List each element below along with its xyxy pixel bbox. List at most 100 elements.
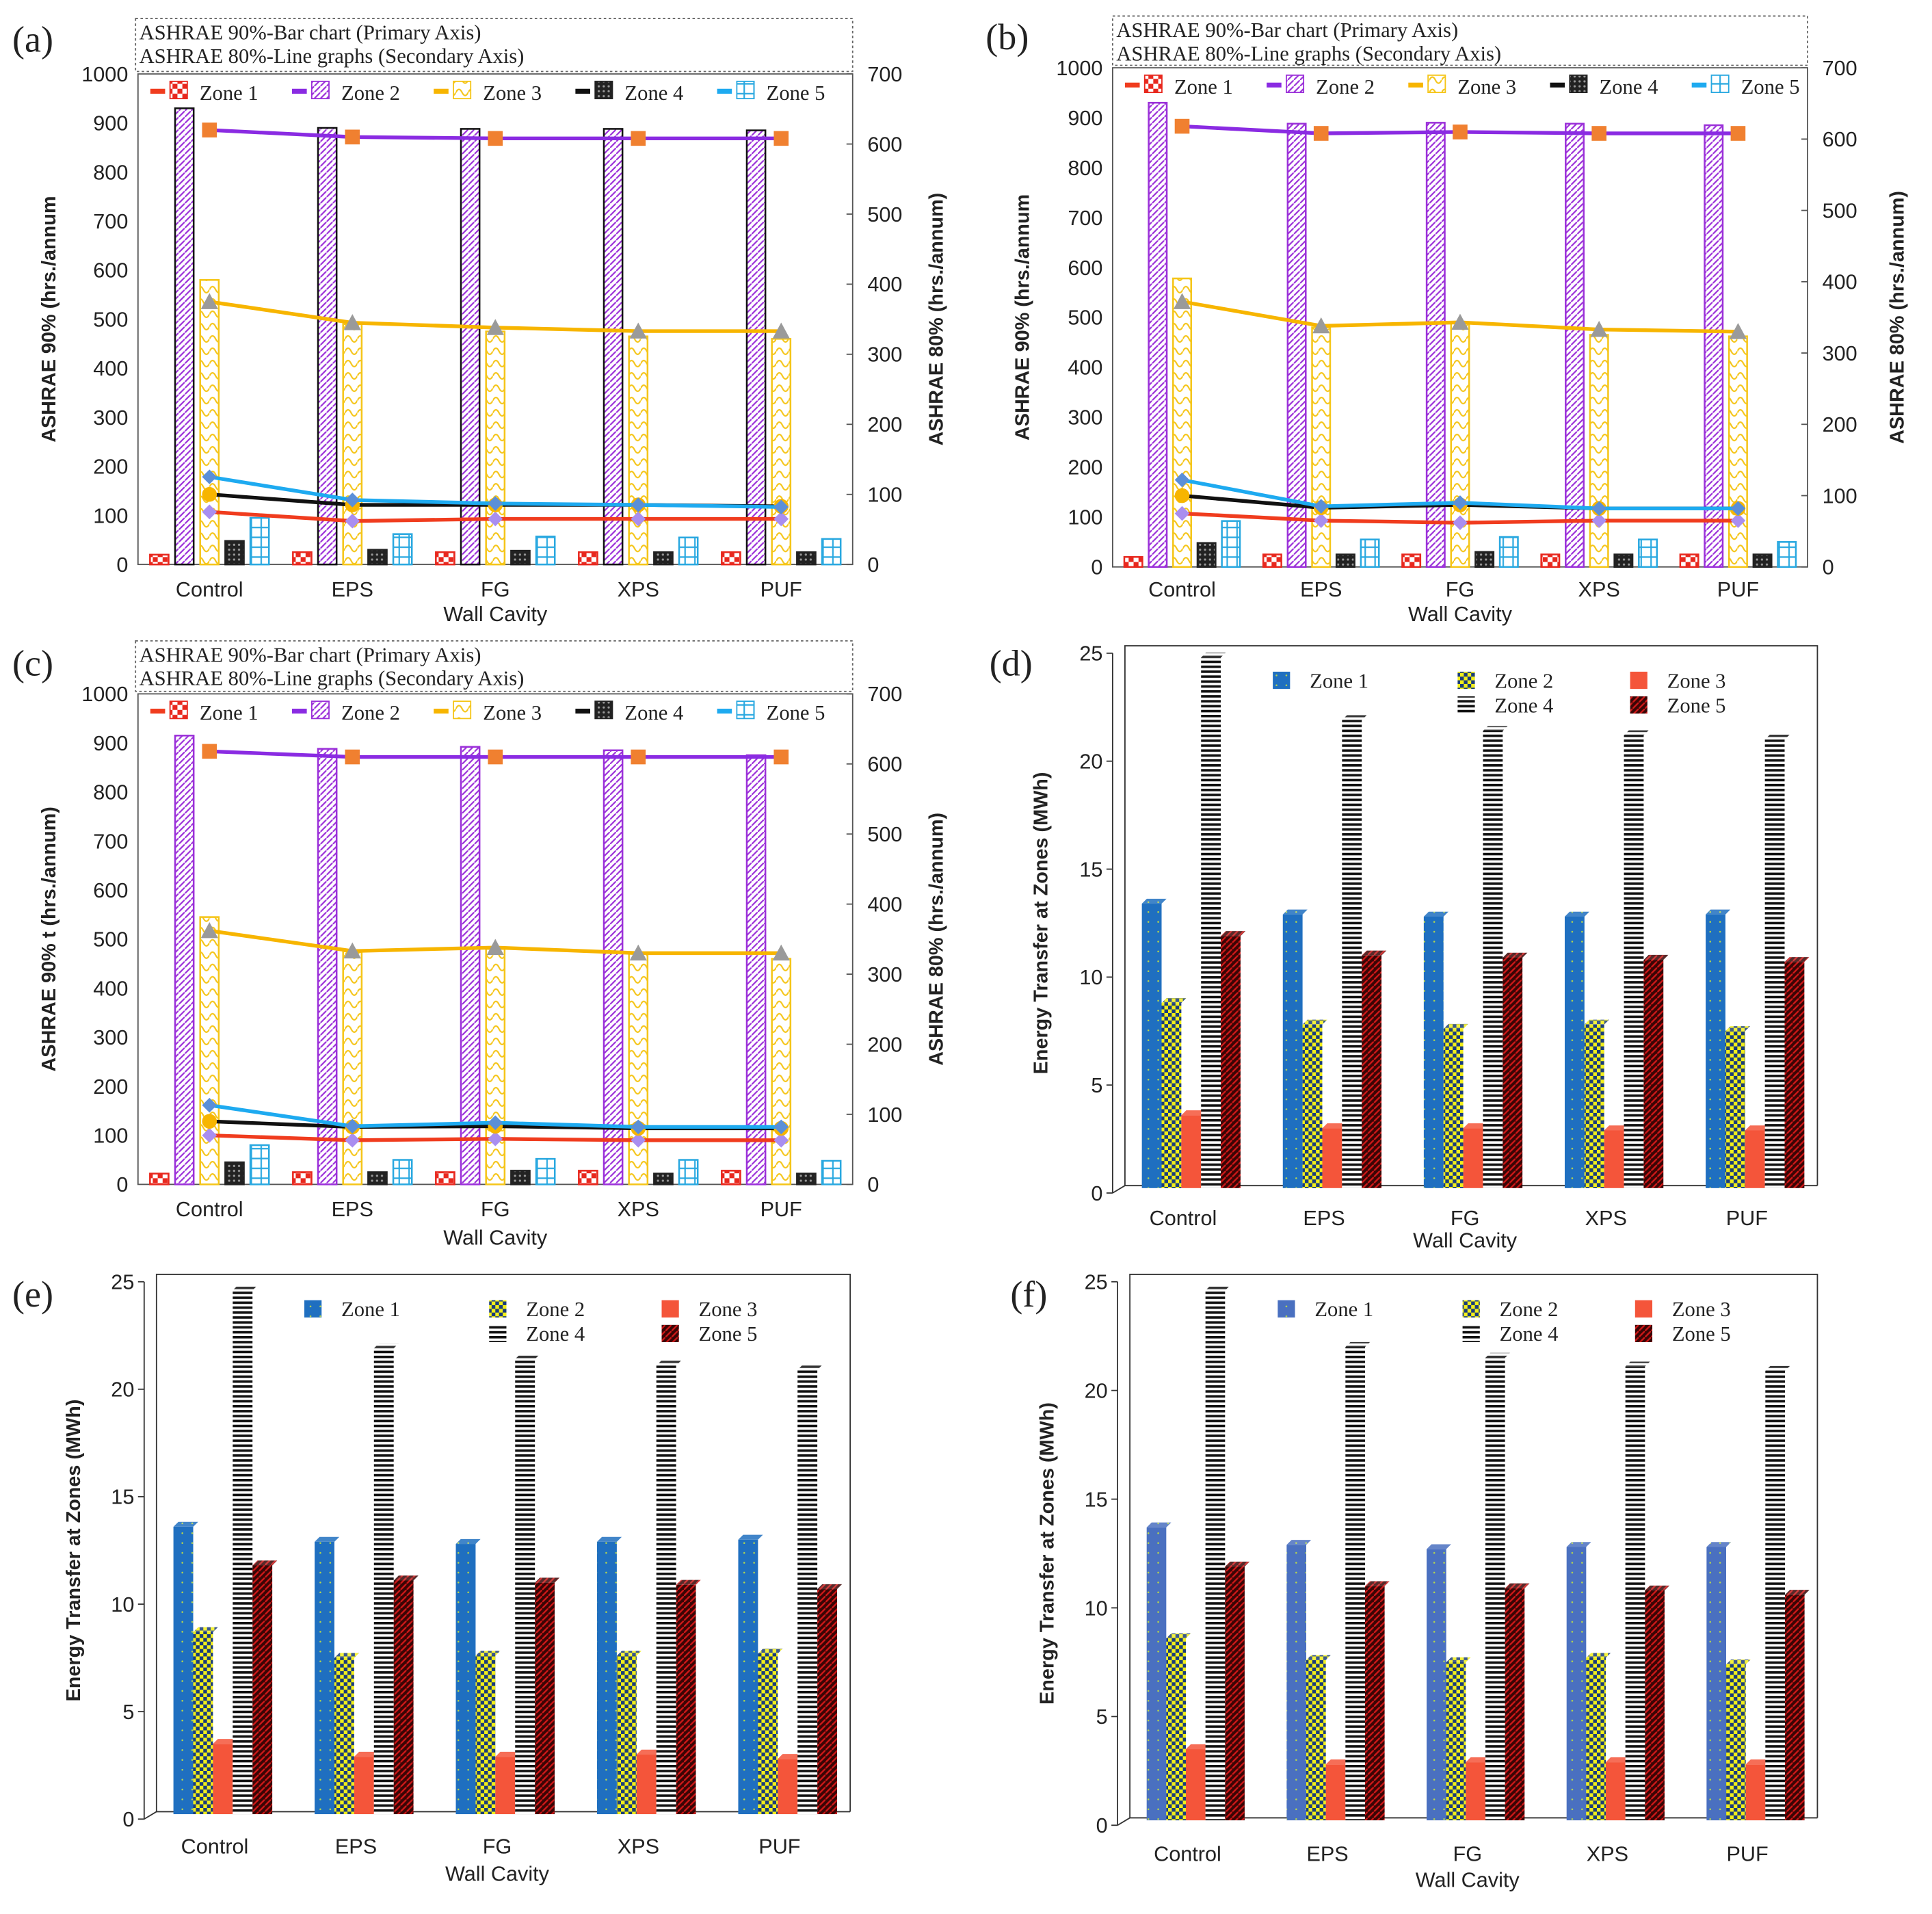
y-axis-title: ASHRAE 90% t (hrs./annum) bbox=[38, 807, 60, 1071]
bar-top-zone-2 bbox=[758, 1649, 783, 1654]
x-tick-label: XPS bbox=[1578, 578, 1620, 601]
marker-zone-1 bbox=[631, 511, 646, 527]
bar-zone-5 bbox=[535, 1157, 556, 1185]
legend-swatch bbox=[489, 1300, 507, 1317]
bar-zone-2 bbox=[174, 107, 195, 566]
y-tick-label: 15 bbox=[1079, 858, 1102, 881]
bar-zone-5 bbox=[393, 1580, 414, 1815]
panel-label: (a) bbox=[12, 19, 53, 60]
legend-label: Zone 5 bbox=[699, 1322, 758, 1346]
y-tick-label: 0 bbox=[1091, 1182, 1102, 1205]
bar-zone-5 bbox=[1784, 962, 1805, 1188]
y2-tick-label: 200 bbox=[867, 413, 902, 436]
y-tick-label: 0 bbox=[122, 1808, 134, 1831]
bar-zone-5 bbox=[1645, 1590, 1665, 1821]
legend-label: Zone 3 bbox=[1457, 75, 1516, 99]
y2-tick-label: 700 bbox=[867, 683, 902, 706]
note-line: ASHRAE 90%-Bar chart (Primary Axis) bbox=[140, 21, 481, 44]
bar-zone-2 bbox=[1704, 124, 1724, 568]
note-box bbox=[135, 18, 853, 73]
legend-label: Zone 1 bbox=[1310, 669, 1368, 692]
legend-bar-swatch bbox=[453, 81, 472, 100]
y2-tick-label: 500 bbox=[867, 823, 902, 846]
bar-zone-2 bbox=[174, 735, 195, 1185]
legend-bar-swatch bbox=[169, 81, 188, 100]
legend-bar-swatch bbox=[169, 700, 188, 720]
y-tick-label: 5 bbox=[122, 1701, 134, 1724]
bar-zone-4 bbox=[1474, 551, 1495, 568]
y2-tick-label: 600 bbox=[867, 133, 902, 156]
bar-top-zone-2 bbox=[193, 1627, 218, 1632]
bar-top-zone-4 bbox=[1345, 1341, 1371, 1348]
x-tick-label: EPS bbox=[332, 1198, 373, 1221]
bar-zone-4 bbox=[233, 1290, 253, 1815]
chart-panel-e: (e) 0 5 10 15 20 25 Energy Transfer at Zones (M… bbox=[12, 1271, 851, 1885]
legend-swatch bbox=[1462, 1324, 1480, 1343]
bar-top-zone-5 bbox=[1505, 1583, 1530, 1588]
bar-zone-4 bbox=[1613, 553, 1634, 568]
bar-top-zone-1 bbox=[596, 1536, 622, 1542]
bar-top-zone-1 bbox=[1141, 898, 1167, 904]
panel-label: (d) bbox=[990, 642, 1033, 683]
marker-zone-1 bbox=[345, 1133, 360, 1148]
y-tick-label: 25 bbox=[111, 1271, 134, 1294]
bar-top-zone-3 bbox=[354, 1751, 379, 1757]
bar-top-zone-3 bbox=[1466, 1757, 1491, 1763]
bar-zone-3 bbox=[771, 338, 792, 566]
bar-zone-1 bbox=[738, 1539, 758, 1815]
legend-swatch bbox=[304, 1300, 322, 1317]
bar-top-zone-3 bbox=[1325, 1759, 1351, 1765]
legend-bar-swatch bbox=[310, 700, 330, 720]
legend-label: Zone 1 bbox=[341, 1298, 400, 1321]
bar-zone-3 bbox=[354, 1757, 374, 1815]
legend-label: Zone 3 bbox=[483, 81, 542, 105]
y-tick-label: 800 bbox=[93, 161, 128, 184]
marker-zone-2 bbox=[631, 749, 646, 765]
bar-zone-3 bbox=[495, 1757, 516, 1815]
legend-bar-swatch bbox=[594, 81, 613, 100]
marker-zone-3 bbox=[1590, 321, 1608, 337]
y-tick-label: 1000 bbox=[81, 683, 128, 706]
bar-zone-4 bbox=[510, 549, 531, 566]
marker-zone-3 bbox=[486, 939, 504, 955]
marker-zone-4 bbox=[202, 486, 217, 502]
legend-label: Zone 2 bbox=[1500, 1298, 1559, 1321]
marker-zone-2 bbox=[345, 749, 360, 765]
bar-zone-3 bbox=[1745, 1764, 1766, 1821]
bar-zone-3 bbox=[199, 279, 220, 566]
bar-zone-2 bbox=[603, 749, 624, 1185]
bar-zone-2 bbox=[1586, 1657, 1606, 1821]
bar-top-zone-2 bbox=[1302, 1019, 1327, 1025]
x-tick-label: PUF bbox=[1726, 1843, 1768, 1866]
x-tick-label: Control bbox=[1154, 1843, 1221, 1866]
note-line: ASHRAE 80%-Line graphs (Secondary Axis) bbox=[140, 44, 525, 68]
y-tick-label: 25 bbox=[1085, 1271, 1108, 1294]
bar-top-zone-2 bbox=[1306, 1655, 1331, 1660]
bar-zone-5 bbox=[535, 1582, 555, 1815]
bar-top-zone-3 bbox=[1322, 1123, 1347, 1129]
x-tick-label: PUF bbox=[758, 1835, 800, 1859]
bar-top-zone-2 bbox=[1443, 1023, 1468, 1030]
bar-zone-4 bbox=[1752, 553, 1773, 568]
y2-tick-label: 300 bbox=[1823, 342, 1857, 365]
bar-zone-1 bbox=[149, 553, 170, 566]
y-tick-label: 700 bbox=[93, 210, 128, 233]
bar-top-zone-1 bbox=[315, 1536, 340, 1542]
bar-zone-2 bbox=[1725, 1031, 1745, 1188]
bar-top-zone-4 bbox=[373, 1343, 399, 1349]
bar-zone-1 bbox=[1423, 916, 1444, 1188]
note-box bbox=[135, 640, 853, 692]
legend-bar-swatch bbox=[1286, 75, 1305, 94]
bar-zone-1 bbox=[173, 1526, 194, 1815]
bar-zone-4 bbox=[1196, 542, 1217, 568]
y-tick-label: 100 bbox=[1068, 506, 1102, 529]
bar-top-zone-3 bbox=[1605, 1757, 1630, 1763]
legend-bar-swatch bbox=[736, 700, 755, 720]
bar-top-zone-1 bbox=[738, 1534, 763, 1540]
marker-zone-3 bbox=[629, 322, 647, 339]
bar-zone-4 bbox=[1624, 735, 1644, 1188]
bar-zone-5 bbox=[1784, 1595, 1805, 1821]
legend-label: Zone 5 bbox=[1667, 694, 1726, 717]
legend-swatch bbox=[661, 1324, 679, 1343]
note-line: ASHRAE 90%-Bar chart (Primary Axis) bbox=[140, 644, 481, 667]
